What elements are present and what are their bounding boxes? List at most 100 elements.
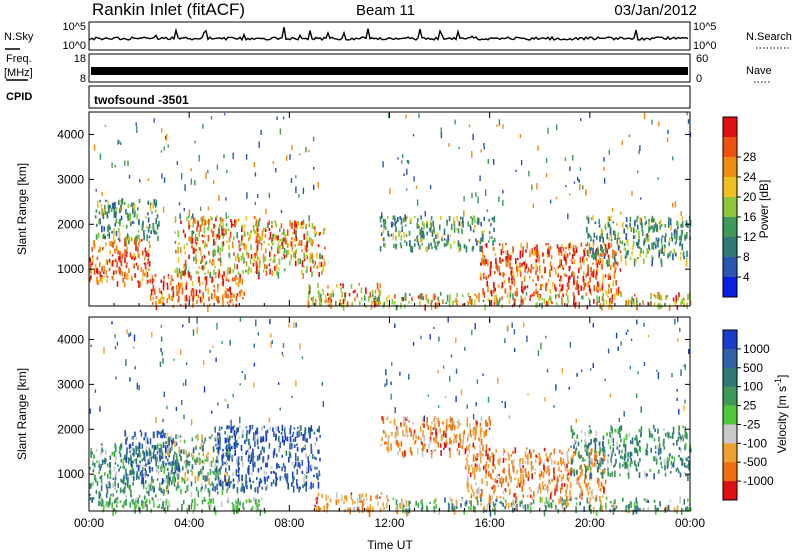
data-cell (647, 500, 650, 504)
data-cell (224, 431, 226, 435)
data-cell (548, 497, 550, 504)
data-cell (94, 474, 96, 481)
data-cell (483, 255, 486, 258)
data-cell (175, 459, 177, 466)
data-cell (559, 279, 561, 282)
data-cell (397, 216, 399, 222)
data-cell (219, 273, 221, 277)
data-cell (243, 291, 246, 296)
data-cell (265, 270, 268, 276)
data-cell (237, 497, 239, 504)
data-cell (682, 425, 684, 429)
data-cell (492, 459, 495, 466)
data-cell (276, 270, 278, 276)
data-cell (627, 250, 629, 256)
data-cell (564, 250, 567, 257)
data-cell (374, 289, 377, 294)
data-cell (566, 483, 569, 490)
data-cell (254, 461, 256, 468)
data-cell (168, 477, 171, 483)
data-cell (190, 178, 193, 185)
data-cell (485, 473, 487, 479)
data-cell (278, 430, 280, 433)
data-cell (196, 503, 199, 506)
data-cell (592, 495, 594, 500)
data-cell (404, 240, 406, 243)
data-cell (120, 459, 122, 463)
data-cell (498, 196, 500, 203)
data-cell (634, 235, 636, 239)
data-cell (664, 244, 666, 249)
data-cell (591, 217, 593, 220)
data-cell (96, 480, 99, 486)
data-cell (261, 235, 264, 240)
data-cell (124, 160, 126, 166)
data-cell (226, 472, 228, 476)
data-cell (191, 437, 194, 442)
data-cell (385, 441, 387, 445)
data-cell (236, 293, 239, 297)
data-cell (98, 219, 100, 224)
data-cell (687, 498, 689, 502)
data-cell (502, 502, 504, 507)
data-cell (217, 283, 219, 289)
data-cell (617, 427, 620, 435)
colorbar-segment (723, 217, 737, 238)
data-cell (249, 479, 251, 483)
data-cell (394, 432, 397, 439)
data-cell (666, 457, 669, 461)
data-cell (217, 432, 219, 437)
data-cell (535, 283, 537, 287)
data-cell (163, 469, 165, 474)
data-cell (138, 198, 141, 204)
data-cell (103, 347, 105, 354)
data-cell (627, 472, 629, 476)
data-cell (214, 272, 217, 275)
data-cell (549, 245, 552, 250)
data-cell (461, 444, 464, 450)
data-cell (554, 493, 556, 496)
data-cell (599, 449, 602, 455)
data-cell (467, 467, 470, 474)
data-cell (666, 137, 669, 142)
data-cell (236, 487, 239, 494)
data-cell (559, 449, 561, 454)
data-cell (247, 455, 250, 462)
data-cell (191, 230, 193, 237)
x-tick-label: 00:00 (74, 516, 104, 530)
data-cell (480, 149, 482, 153)
data-cell (246, 251, 248, 256)
data-cell (683, 364, 686, 368)
data-cell (467, 454, 469, 457)
data-cell (489, 509, 492, 517)
data-cell (213, 471, 215, 475)
data-cell (474, 432, 477, 440)
data-cell (315, 457, 317, 461)
data-cell (303, 433, 306, 439)
data-cell (332, 289, 334, 294)
data-cell (519, 262, 521, 268)
data-cell (178, 446, 181, 454)
data-cell (198, 471, 201, 476)
data-cell (280, 225, 283, 229)
data-cell (193, 295, 195, 299)
data-cell (101, 192, 103, 196)
data-cell (598, 482, 600, 488)
data-cell (531, 184, 533, 190)
data-cell (576, 280, 578, 287)
data-cell (226, 481, 229, 486)
data-cell (602, 249, 604, 253)
data-cell (644, 498, 647, 503)
data-cell (481, 259, 483, 265)
data-cell (488, 416, 491, 422)
data-cell (417, 295, 420, 299)
data-cell (651, 433, 654, 438)
data-cell (610, 425, 612, 431)
data-cell (609, 445, 612, 450)
data-cell (273, 449, 276, 456)
data-cell (173, 475, 175, 483)
data-cell (580, 118, 582, 121)
data-cell (101, 207, 103, 214)
data-cell (254, 455, 256, 459)
data-cell (594, 458, 597, 462)
